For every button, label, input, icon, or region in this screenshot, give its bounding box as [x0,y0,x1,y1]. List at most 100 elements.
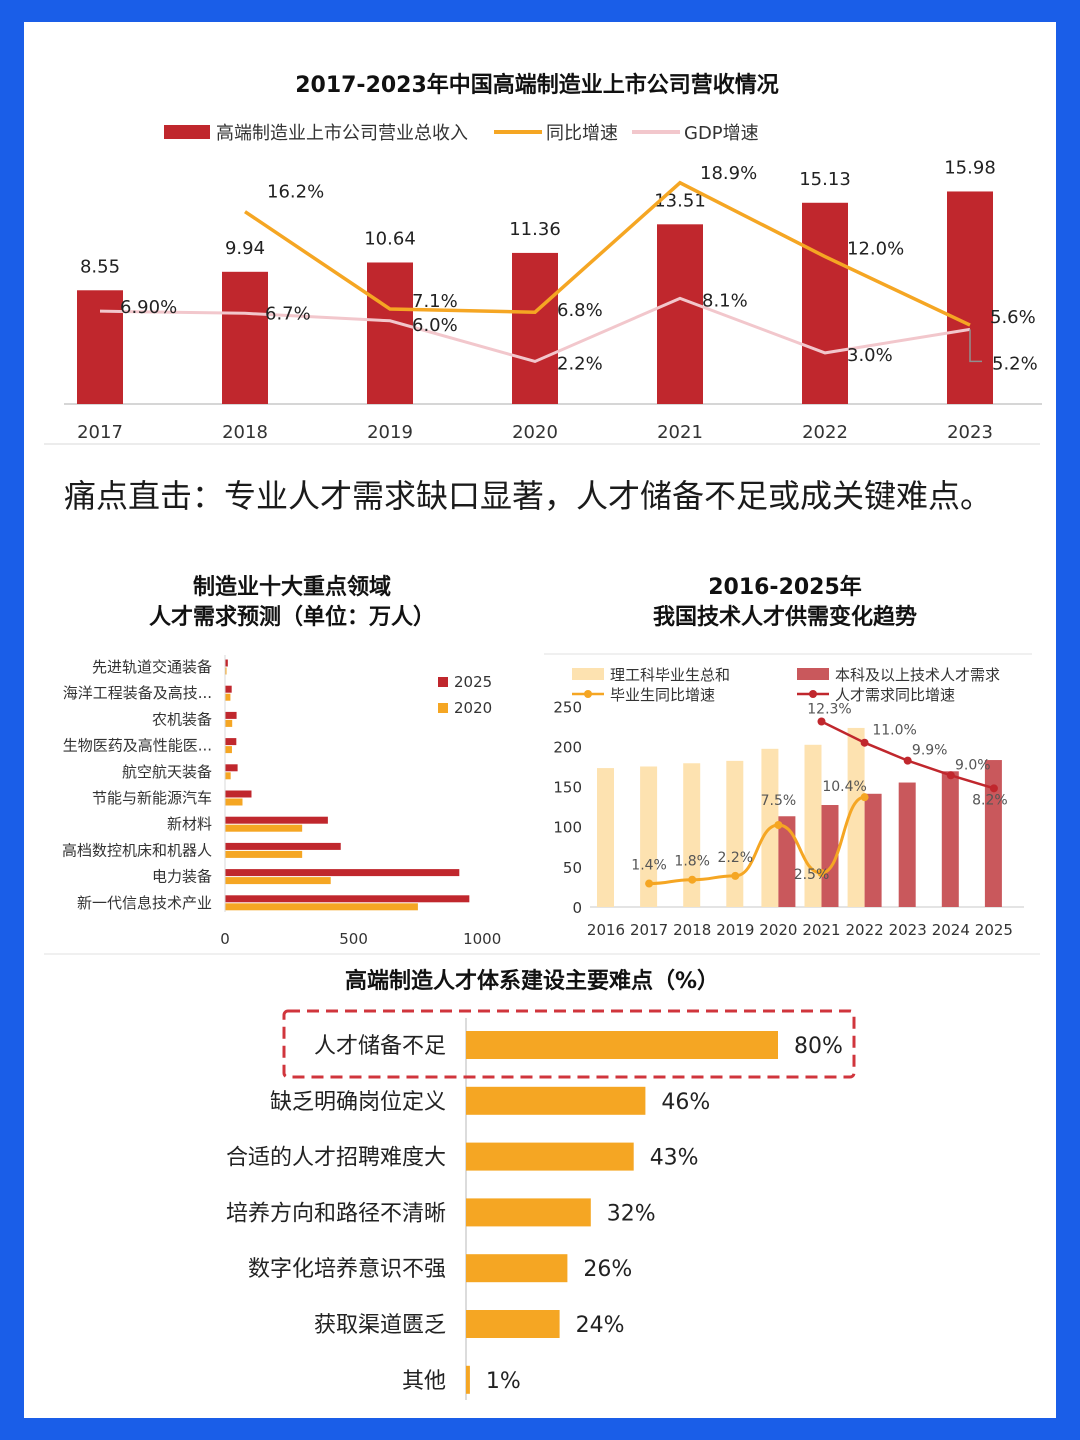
chart3-legend-marker-3 [809,690,817,698]
chart3-x-tick: 2024 [932,921,970,939]
chart3-grad-growth-label: 7.5% [761,793,797,809]
chart2-category-label: 农机装备 [152,710,212,728]
chart2-bar-2020 [225,850,303,858]
chart4-value-label: 80% [794,1034,843,1059]
chart2-bar-2020 [225,877,331,885]
chart1-growth-label: 12.0% [847,239,904,260]
chart3-grad-growth-point [731,871,740,880]
chart4-value-label: 32% [607,1201,656,1226]
chart3-x-tick: 2020 [759,921,797,939]
chart3-x-tick: 2018 [673,921,711,939]
chart2-x-tick: 1000 [463,930,501,948]
chart3-x-tick: 2025 [975,921,1013,939]
chart1-x-tick: 2020 [512,422,558,443]
chart1-bar [77,290,123,404]
chart1-growth-line [244,180,971,327]
chart4-bar [466,1254,568,1283]
chart4-bar [466,1142,634,1171]
chart1-bar [947,191,993,404]
chart3-bar-supply [640,766,658,907]
chart3-bar-demand [941,771,959,907]
chart3-grad-growth-point [645,879,654,888]
chart4-value-label: 24% [576,1313,625,1338]
chart3-demand-growth-label: 9.0% [955,757,991,773]
chart3-y-tick: 150 [553,779,582,797]
chart3-grad-growth-point [860,793,869,802]
chart4-category-label: 其他 [402,1369,446,1394]
chart3-legend-swatch-0 [572,668,604,680]
chart2-bar-2020 [225,667,227,675]
chart3-bar-demand [898,782,916,907]
chart4-category-label: 获取渠道匮乏 [314,1313,446,1338]
chart1-x-tick: 2018 [222,422,268,443]
chart2-category-label: 海洋工程装备及高技... [63,684,212,702]
chart3-y-tick: 200 [553,738,582,756]
chart2-bar-2020 [225,903,418,911]
page: 2017-2023年中国高端制造业上市公司营收情况 高端制造业上市公司营业总收入 同… [24,22,1056,1418]
chart2-bar-2025 [225,842,341,850]
chart2-bar-2025 [225,869,460,877]
chart2-legend-swatch-2025 [438,677,448,687]
chart1-leader-line [969,329,982,363]
chart3-title-line-1: 我国技术人才供需变化趋势 [653,604,917,630]
chart3-y-tick: 100 [553,819,582,837]
chart2-legend-label: 2025 [454,673,492,691]
chart3-demand-growth-point [989,784,998,793]
chart3-demand-growth-label: 9.9% [912,743,948,759]
chart2-title-line-1: 人才需求预测（单位：万人） [149,604,435,630]
chart3-x-tick: 2021 [802,921,840,939]
chart2-category-label: 电力装备 [152,868,212,886]
chart2-legend-swatch-2020 [438,703,448,713]
chart3-y-tick: 250 [553,698,582,716]
chart3-bar-demand [984,760,1002,907]
chart2-bar-2025 [225,764,238,772]
chart1-growth-label: 16.2% [267,182,324,203]
chart4-category-label: 培养方向和路径不清晰 [226,1201,446,1226]
chart1-legend-swatch-0 [164,125,210,139]
chart1-gdp-label: 6.7% [265,303,311,324]
chart2-title-line-0: 制造业十大重点领域 [193,574,391,600]
chart1-x-tick: 2017 [77,422,123,443]
chart3-bar-demand [821,805,839,907]
talent-system-difficulties-chart: 高端制造人才体系建设主要难点（%） 人才储备不足 80% 缺乏明确岗位定义 46% 合适的… [44,953,1040,1400]
chart2-category-label: 先进轨道交通装备 [92,658,212,676]
chart1-gdp-label: 2.2% [557,353,603,374]
chart3-x-tick: 2016 [587,921,625,939]
chart4-category-label: 合适的人才招聘难度大 [226,1146,446,1171]
chart1-gdp-label: 5.2% [992,353,1038,374]
chart2-bar-2020 [225,824,303,832]
chart1-gdp-label: 3.0% [847,345,893,366]
chart1-gdp-label: 8.1% [702,290,748,311]
chart1-bar [657,224,703,404]
chart2-bar-2020 [225,772,231,780]
chart2-category-label: 高档数控机床和机器人 [62,841,212,859]
chart2-legend-label: 2020 [454,699,492,717]
chart3-bar-demand [864,793,882,907]
chart3-x-tick: 2022 [846,921,884,939]
chart1-bar-label: 15.98 [944,157,996,178]
chart3-legend-marker-2 [584,690,592,698]
chart1-bar [512,252,558,404]
chart2-category-label: 节能与新能源汽车 [92,789,212,807]
chart4-category-label: 数字化培养意识不强 [248,1257,446,1282]
chart4-category-label: 缺乏明确岗位定义 [270,1090,446,1115]
chart3-legend-label-1: 本科及以上技术人才需求 [835,666,1000,684]
chart2-category-label: 新一代信息技术产业 [77,894,212,912]
headline: 痛点直击：专业人才需求缺口显著，人才储备不足或成关键难点。 [64,477,993,515]
chart1-legend-label-1: 同比增速 [546,123,618,144]
chart3-legend-label-3: 人才需求同比增速 [835,686,955,704]
chart4-bar [466,1310,560,1338]
chart2-x-tick: 0 [220,930,230,948]
chart1-bar [222,271,268,404]
chart2-bar-2025 [225,790,252,798]
chart4-bar [466,1031,778,1059]
chart2-bar-2025 [225,895,470,903]
chart1-growth-label: 18.9% [700,163,757,184]
chart4-value-label: 43% [650,1146,699,1171]
chart3-title-line-0: 2016-2025年 [708,574,862,600]
chart3-demand-growth-point [946,771,955,780]
chart3-x-tick: 2017 [630,921,668,939]
